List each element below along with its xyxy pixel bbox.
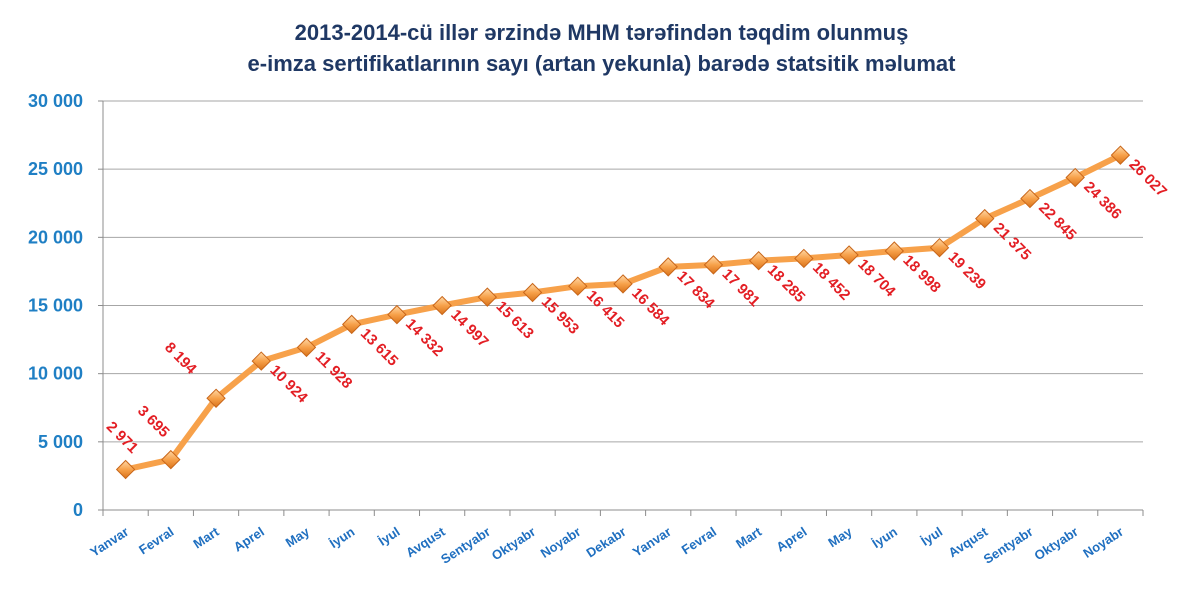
data-label: 24 386: [1080, 178, 1124, 222]
data-point-marker: [1110, 145, 1131, 165]
x-tick-label: İyun: [327, 524, 358, 551]
x-tick-label: Mart: [733, 524, 765, 552]
x-tick-label: Dekabr: [583, 524, 628, 561]
data-point-marker: [975, 208, 995, 229]
gridlines: [103, 100, 1143, 443]
x-tick-label: İyul: [376, 524, 403, 549]
y-tick-label: 20 000: [28, 227, 83, 247]
x-tick-label: May: [825, 524, 855, 551]
data-label: 19 239: [945, 249, 989, 293]
series-line-path: [122, 152, 1124, 473]
data-point-marker: [613, 274, 633, 294]
x-tick-label: Yanvar: [630, 524, 674, 560]
x-tick-label: Sentyabr: [438, 524, 493, 567]
data-point-marker: [658, 257, 678, 277]
data-label: 14 332: [402, 315, 446, 359]
data-label: 2 971: [103, 418, 142, 457]
data-label: 15 953: [538, 293, 582, 337]
x-tick-label: Aprel: [231, 524, 267, 555]
y-tick-label: 0: [73, 500, 83, 520]
data-point-marker: [296, 337, 317, 358]
data-point-marker: [1020, 188, 1040, 209]
data-point-marker: [884, 241, 905, 261]
data-label: 21 375: [990, 219, 1034, 263]
data-point-marker: [839, 245, 859, 265]
y-tick-label: 25 000: [28, 159, 83, 179]
x-tick-label: Fevral: [679, 524, 719, 557]
data-label: 16 415: [583, 287, 627, 331]
x-tick-label: Noyabr: [1080, 524, 1126, 561]
x-tick-label: İyun: [869, 524, 900, 551]
y-tick-label: 15 000: [28, 296, 83, 316]
x-tick-label: Yanvar: [87, 524, 131, 560]
data-label: 3 695: [134, 402, 173, 441]
x-axis-ticks: Yanvar Fevral Mart Aprel May İyun İyul AvqustSe…: [87, 524, 1126, 567]
y-tick-label: 5 000: [38, 432, 83, 452]
x-tick-label: Oktyabr: [489, 524, 538, 563]
data-point-marker: [161, 449, 181, 470]
data-label: 8 194: [161, 339, 200, 378]
data-point-marker: [794, 248, 814, 269]
y-axis-ticks: 0 5 000 10 000 15 000 20 000 25 000 30 000: [28, 91, 83, 520]
chart-subtitle: e-imza sertifikatlarının sayı (artan yek…: [247, 51, 956, 76]
y-tick-label: 10 000: [28, 364, 83, 384]
data-point-marker: [341, 314, 362, 335]
data-point-marker: [1065, 167, 1085, 188]
data-label: 10 924: [266, 362, 311, 407]
x-tick-label: İyul: [918, 524, 945, 549]
series-markers: [115, 145, 1131, 480]
x-tick-label: May: [283, 524, 313, 551]
series-line: [122, 152, 1124, 473]
data-point-marker: [115, 459, 136, 480]
data-point-marker: [206, 388, 226, 408]
x-tick-label: Fevral: [136, 524, 176, 557]
data-label: 11 928: [312, 348, 356, 392]
x-tick-label: Noyabr: [538, 524, 584, 561]
data-point-marker: [522, 282, 543, 303]
data-label: 16 584: [628, 285, 673, 330]
data-point-marker: [251, 351, 271, 371]
data-label: 18 704: [854, 256, 899, 301]
data-label: 14 997: [447, 306, 491, 350]
data-point-marker: [568, 276, 588, 296]
x-tick-label: Sentyabr: [981, 524, 1036, 567]
data-label: 15 613: [493, 298, 537, 342]
data-label: 18 285: [764, 262, 808, 306]
data-point-marker: [387, 304, 407, 325]
data-point-marker: [929, 238, 950, 258]
data-label: 26 027: [1126, 156, 1170, 200]
data-label: 13 615: [357, 325, 401, 369]
data-point-marker: [748, 251, 769, 271]
data-point-marker: [477, 287, 498, 307]
x-tick-label: Mart: [190, 524, 222, 552]
data-point-marker: [432, 295, 452, 316]
chart-title: 2013-2014-cü illər ərzində MHM tərəfində…: [294, 20, 909, 45]
data-label: 18 452: [809, 259, 853, 303]
data-label: 17 981: [719, 266, 763, 310]
x-tick-label: Oktyabr: [1031, 524, 1080, 563]
axes: [98, 100, 1144, 516]
y-tick-label: 30 000: [28, 91, 83, 111]
data-label: 18 998: [899, 252, 943, 296]
data-point-marker: [703, 255, 724, 275]
x-tick-label: Aprel: [773, 524, 809, 555]
